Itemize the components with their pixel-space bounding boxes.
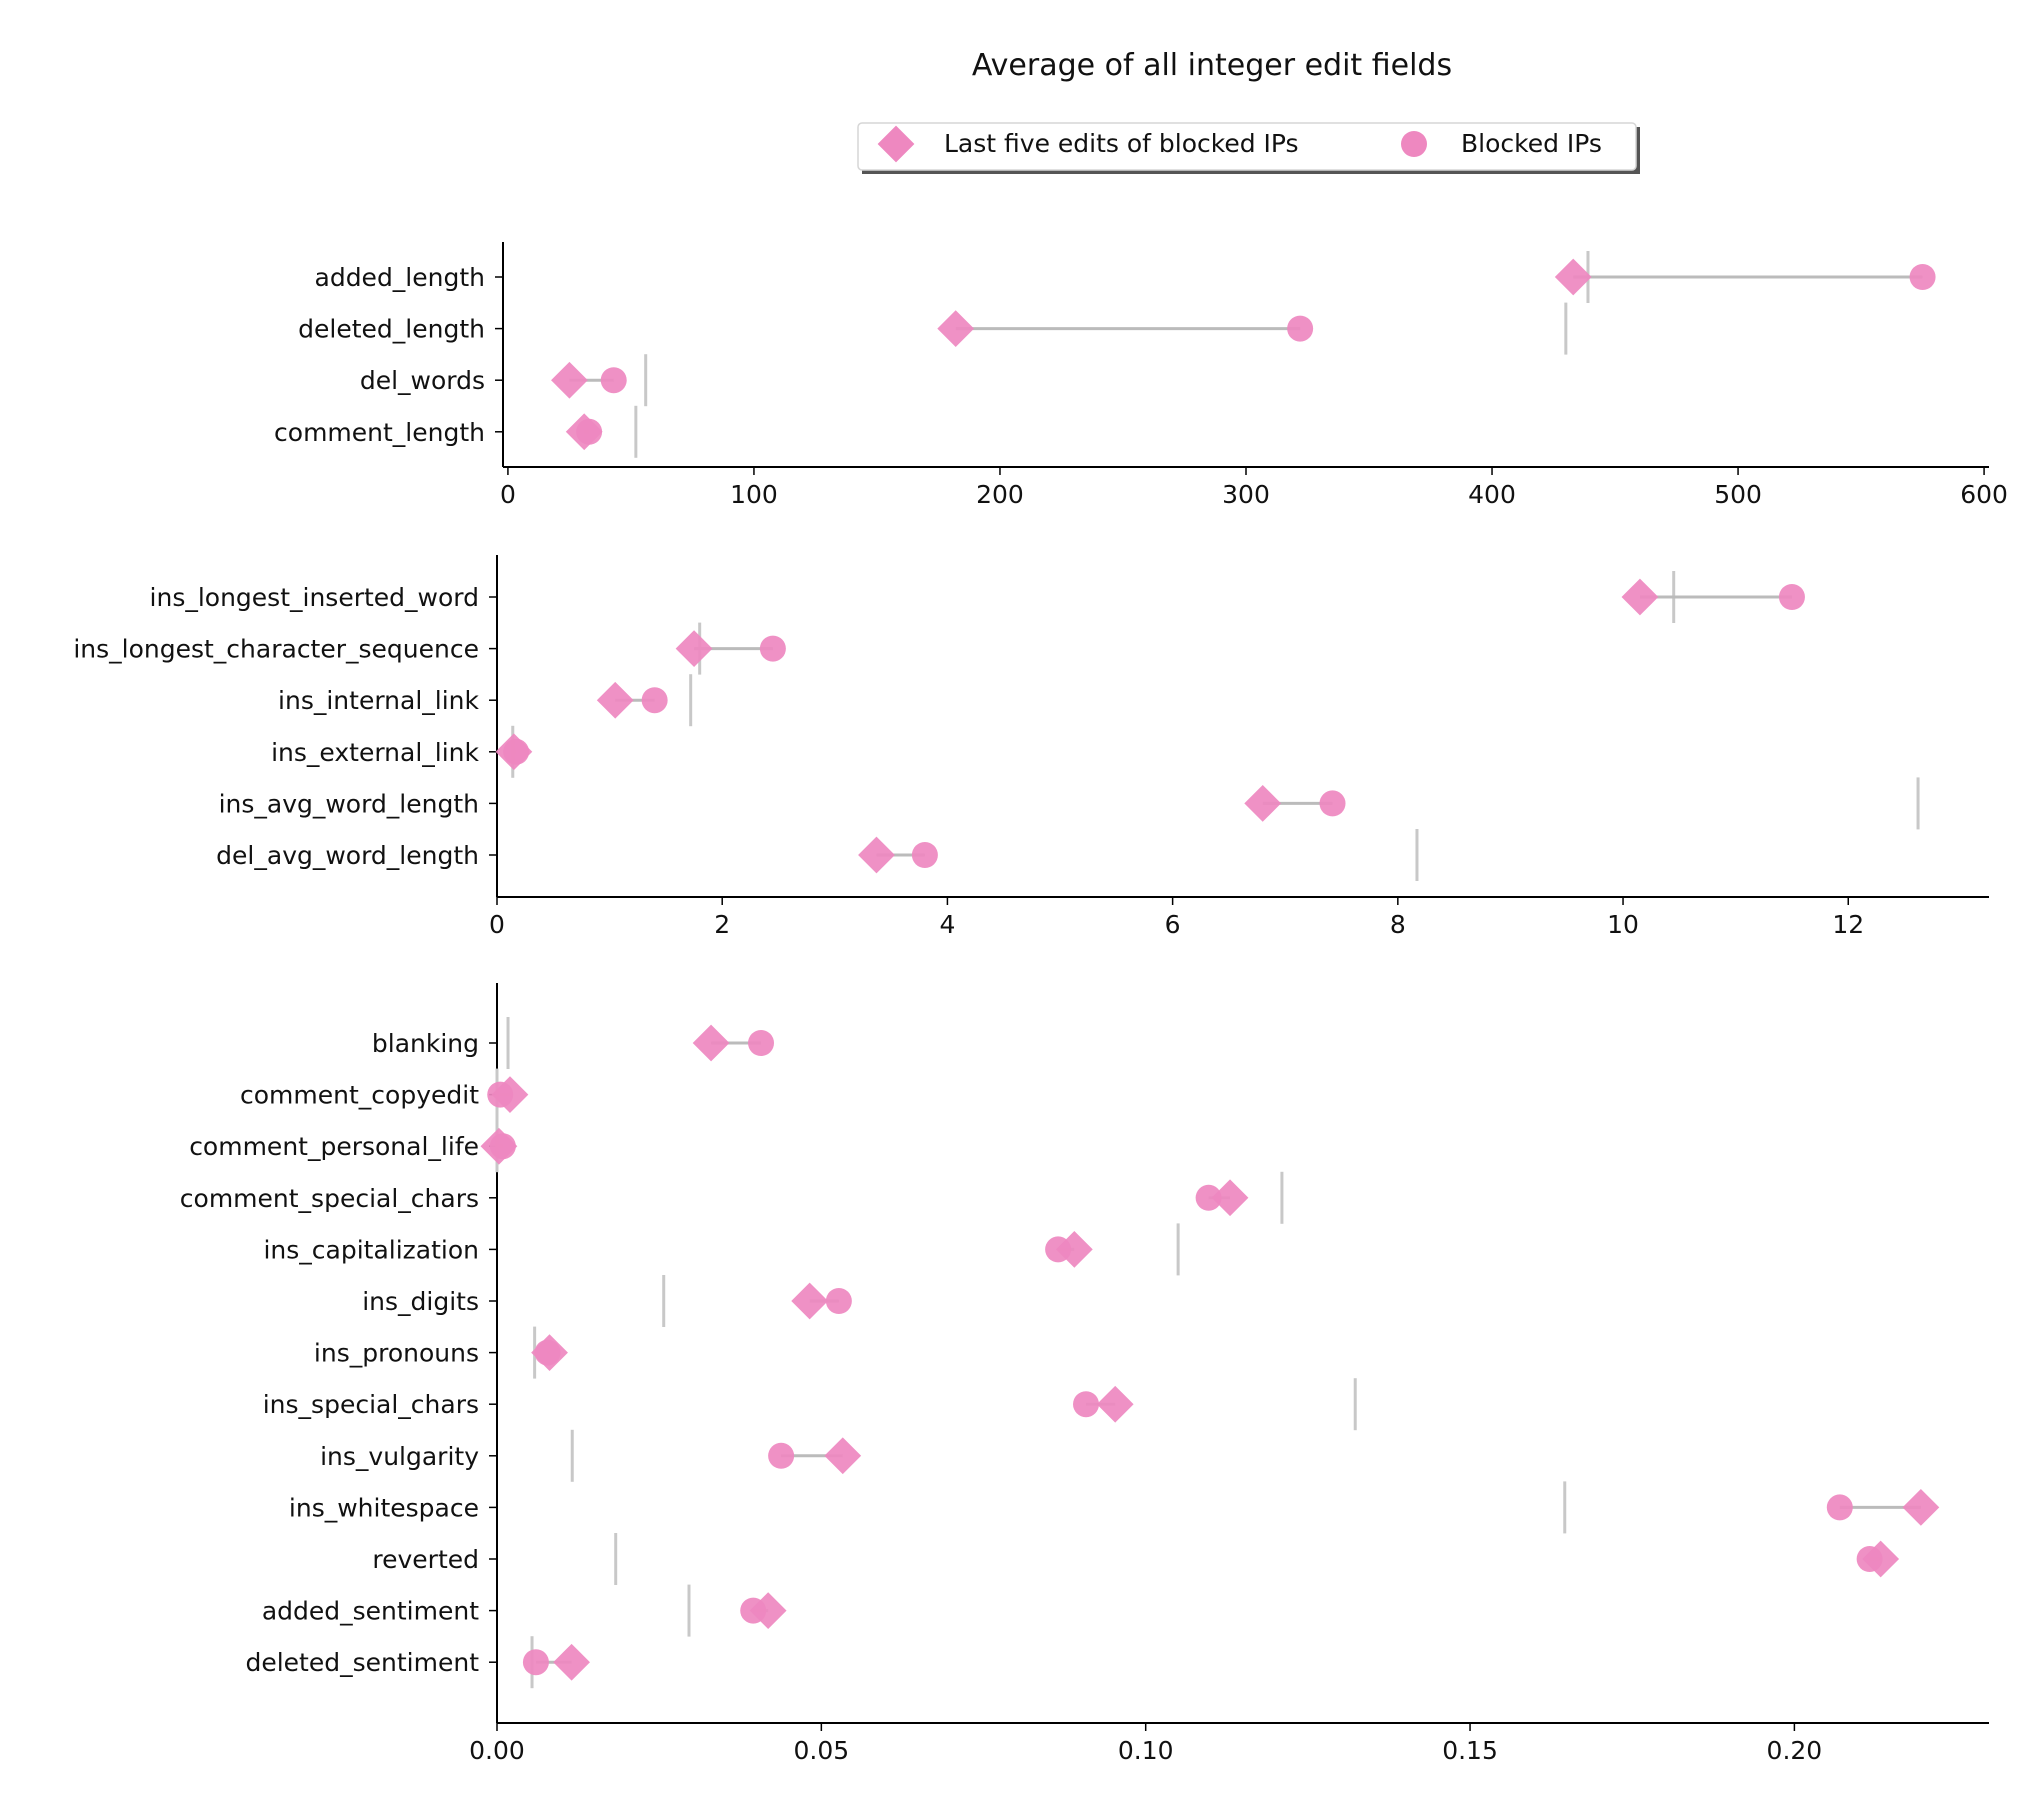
last-five-edits-point [791, 1282, 829, 1320]
x-tick-label: 0 [489, 910, 505, 939]
blocked-ips-point [748, 1030, 775, 1056]
legend-circle-marker [1401, 131, 1427, 157]
x-tick-label: 500 [1714, 480, 1762, 509]
last-five-edits-point [553, 1643, 590, 1681]
blocked-ips-point [600, 367, 627, 394]
last-five-edits-point [1244, 785, 1282, 822]
last-five-edits-point [692, 1024, 730, 1062]
last-five-edits-point [858, 836, 895, 874]
last-five-edits-point [1096, 1385, 1134, 1423]
blocked-ips-point [1073, 1391, 1100, 1418]
category-label: ins_pronouns [314, 1339, 479, 1368]
blocked-ips-point [1778, 584, 1805, 610]
category-label: ins_external_link [271, 738, 479, 767]
x-tick-label: 2 [714, 910, 730, 939]
last-five-edits-point [749, 1592, 787, 1629]
blocked-ips-point [825, 1288, 852, 1314]
category-label: ins_capitalization [263, 1235, 479, 1264]
x-tick-label: 0 [500, 480, 516, 509]
x-tick-label: 200 [976, 480, 1024, 509]
category-label: reverted [372, 1545, 479, 1574]
category-label: added_sentiment [262, 1597, 479, 1626]
panel-word-stats: 0 2 4 6 8 10 12 ins_longest_inserted_word ins_lo… [73, 555, 1989, 939]
category-label: comment_personal_life [189, 1132, 479, 1161]
legend-frame [857, 122, 1637, 171]
x-tick-label: 0.05 [794, 1736, 850, 1765]
legend-diamond-marker [877, 125, 915, 163]
last-five-edits-point [480, 1127, 518, 1165]
last-five-edits-point [1862, 1540, 1900, 1578]
category-label: deleted_length [298, 315, 485, 344]
legend-label-last-five: Last five edits of blocked IPs [944, 129, 1299, 158]
x-tick-label: 8 [1390, 910, 1406, 939]
x-tick-label: 4 [939, 910, 955, 939]
last-five-edits-point [1211, 1179, 1249, 1217]
blocked-ips-point [768, 1442, 795, 1469]
category-label: added_length [315, 263, 486, 292]
category-label: del_avg_word_length [216, 841, 479, 870]
panel-ratios: 0.00 0.05 0.10 0.15 0.20 blanking comment_copy… [180, 983, 1989, 1765]
panel-lengths: 0 100 200 300 400 500 600 added_length deleted_l… [274, 242, 2008, 509]
last-five-edits-point [1902, 1489, 1940, 1526]
category-label: del_words [360, 366, 485, 395]
last-five-edits-point [495, 733, 533, 771]
blocked-ips-point [641, 687, 668, 714]
category-label: comment_length [274, 418, 485, 447]
x-tick-label: 0.15 [1442, 1736, 1498, 1765]
blocked-ips-point [1909, 264, 1936, 290]
x-tick-label: 300 [1222, 480, 1270, 509]
last-five-edits-point [937, 310, 975, 347]
category-label: comment_copyedit [240, 1081, 479, 1110]
last-five-edits-point [824, 1437, 862, 1475]
last-five-edits-point [1055, 1231, 1093, 1268]
category-label: ins_special_chars [263, 1390, 479, 1419]
last-five-edits-point [531, 1334, 568, 1371]
category-label: ins_longest_character_sequence [73, 635, 479, 664]
legend: Last five edits of blocked IPs Blocked I… [857, 122, 1640, 174]
x-tick-label: 6 [1165, 910, 1181, 939]
blocked-ips-point [911, 842, 938, 868]
last-five-edits-point [1554, 258, 1592, 296]
category-label: deleted_sentiment [245, 1648, 479, 1677]
last-five-edits-point [596, 681, 634, 719]
category-label: ins_digits [362, 1287, 479, 1316]
category-label: ins_internal_link [278, 686, 479, 715]
blocked-ips-point [1826, 1494, 1853, 1521]
last-five-edits-point [551, 361, 588, 399]
blocked-ips-point [759, 635, 786, 662]
x-tick-label: 0.00 [469, 1736, 525, 1765]
x-tick-label: 400 [1468, 480, 1516, 509]
x-tick-label: 0.10 [1118, 1736, 1174, 1765]
legend-label-blocked: Blocked IPs [1461, 129, 1602, 158]
category-label: comment_special_chars [180, 1184, 479, 1213]
last-five-edits-point [1621, 578, 1659, 616]
category-label: blanking [372, 1029, 479, 1058]
category-label: ins_longest_inserted_word [150, 583, 479, 612]
category-label: ins_avg_word_length [219, 789, 479, 818]
last-five-edits-point [491, 1076, 529, 1113]
blocked-ips-point [1195, 1184, 1222, 1211]
blocked-ips-point [1287, 315, 1314, 342]
x-tick-label: 600 [1960, 480, 2008, 509]
x-tick-label: 100 [730, 480, 778, 509]
x-tick-label: 12 [1832, 910, 1864, 939]
chart-title: Average of all integer edit fields [972, 48, 1452, 83]
last-five-edits-point [675, 630, 713, 667]
x-tick-label: 10 [1607, 910, 1639, 939]
category-label: ins_whitespace [289, 1493, 479, 1522]
x-tick-label: 0.20 [1767, 1736, 1823, 1765]
blocked-ips-point [1319, 790, 1346, 817]
blocked-ips-point [522, 1649, 549, 1676]
category-label: ins_vulgarity [320, 1442, 479, 1471]
last-five-edits-point [565, 413, 603, 451]
